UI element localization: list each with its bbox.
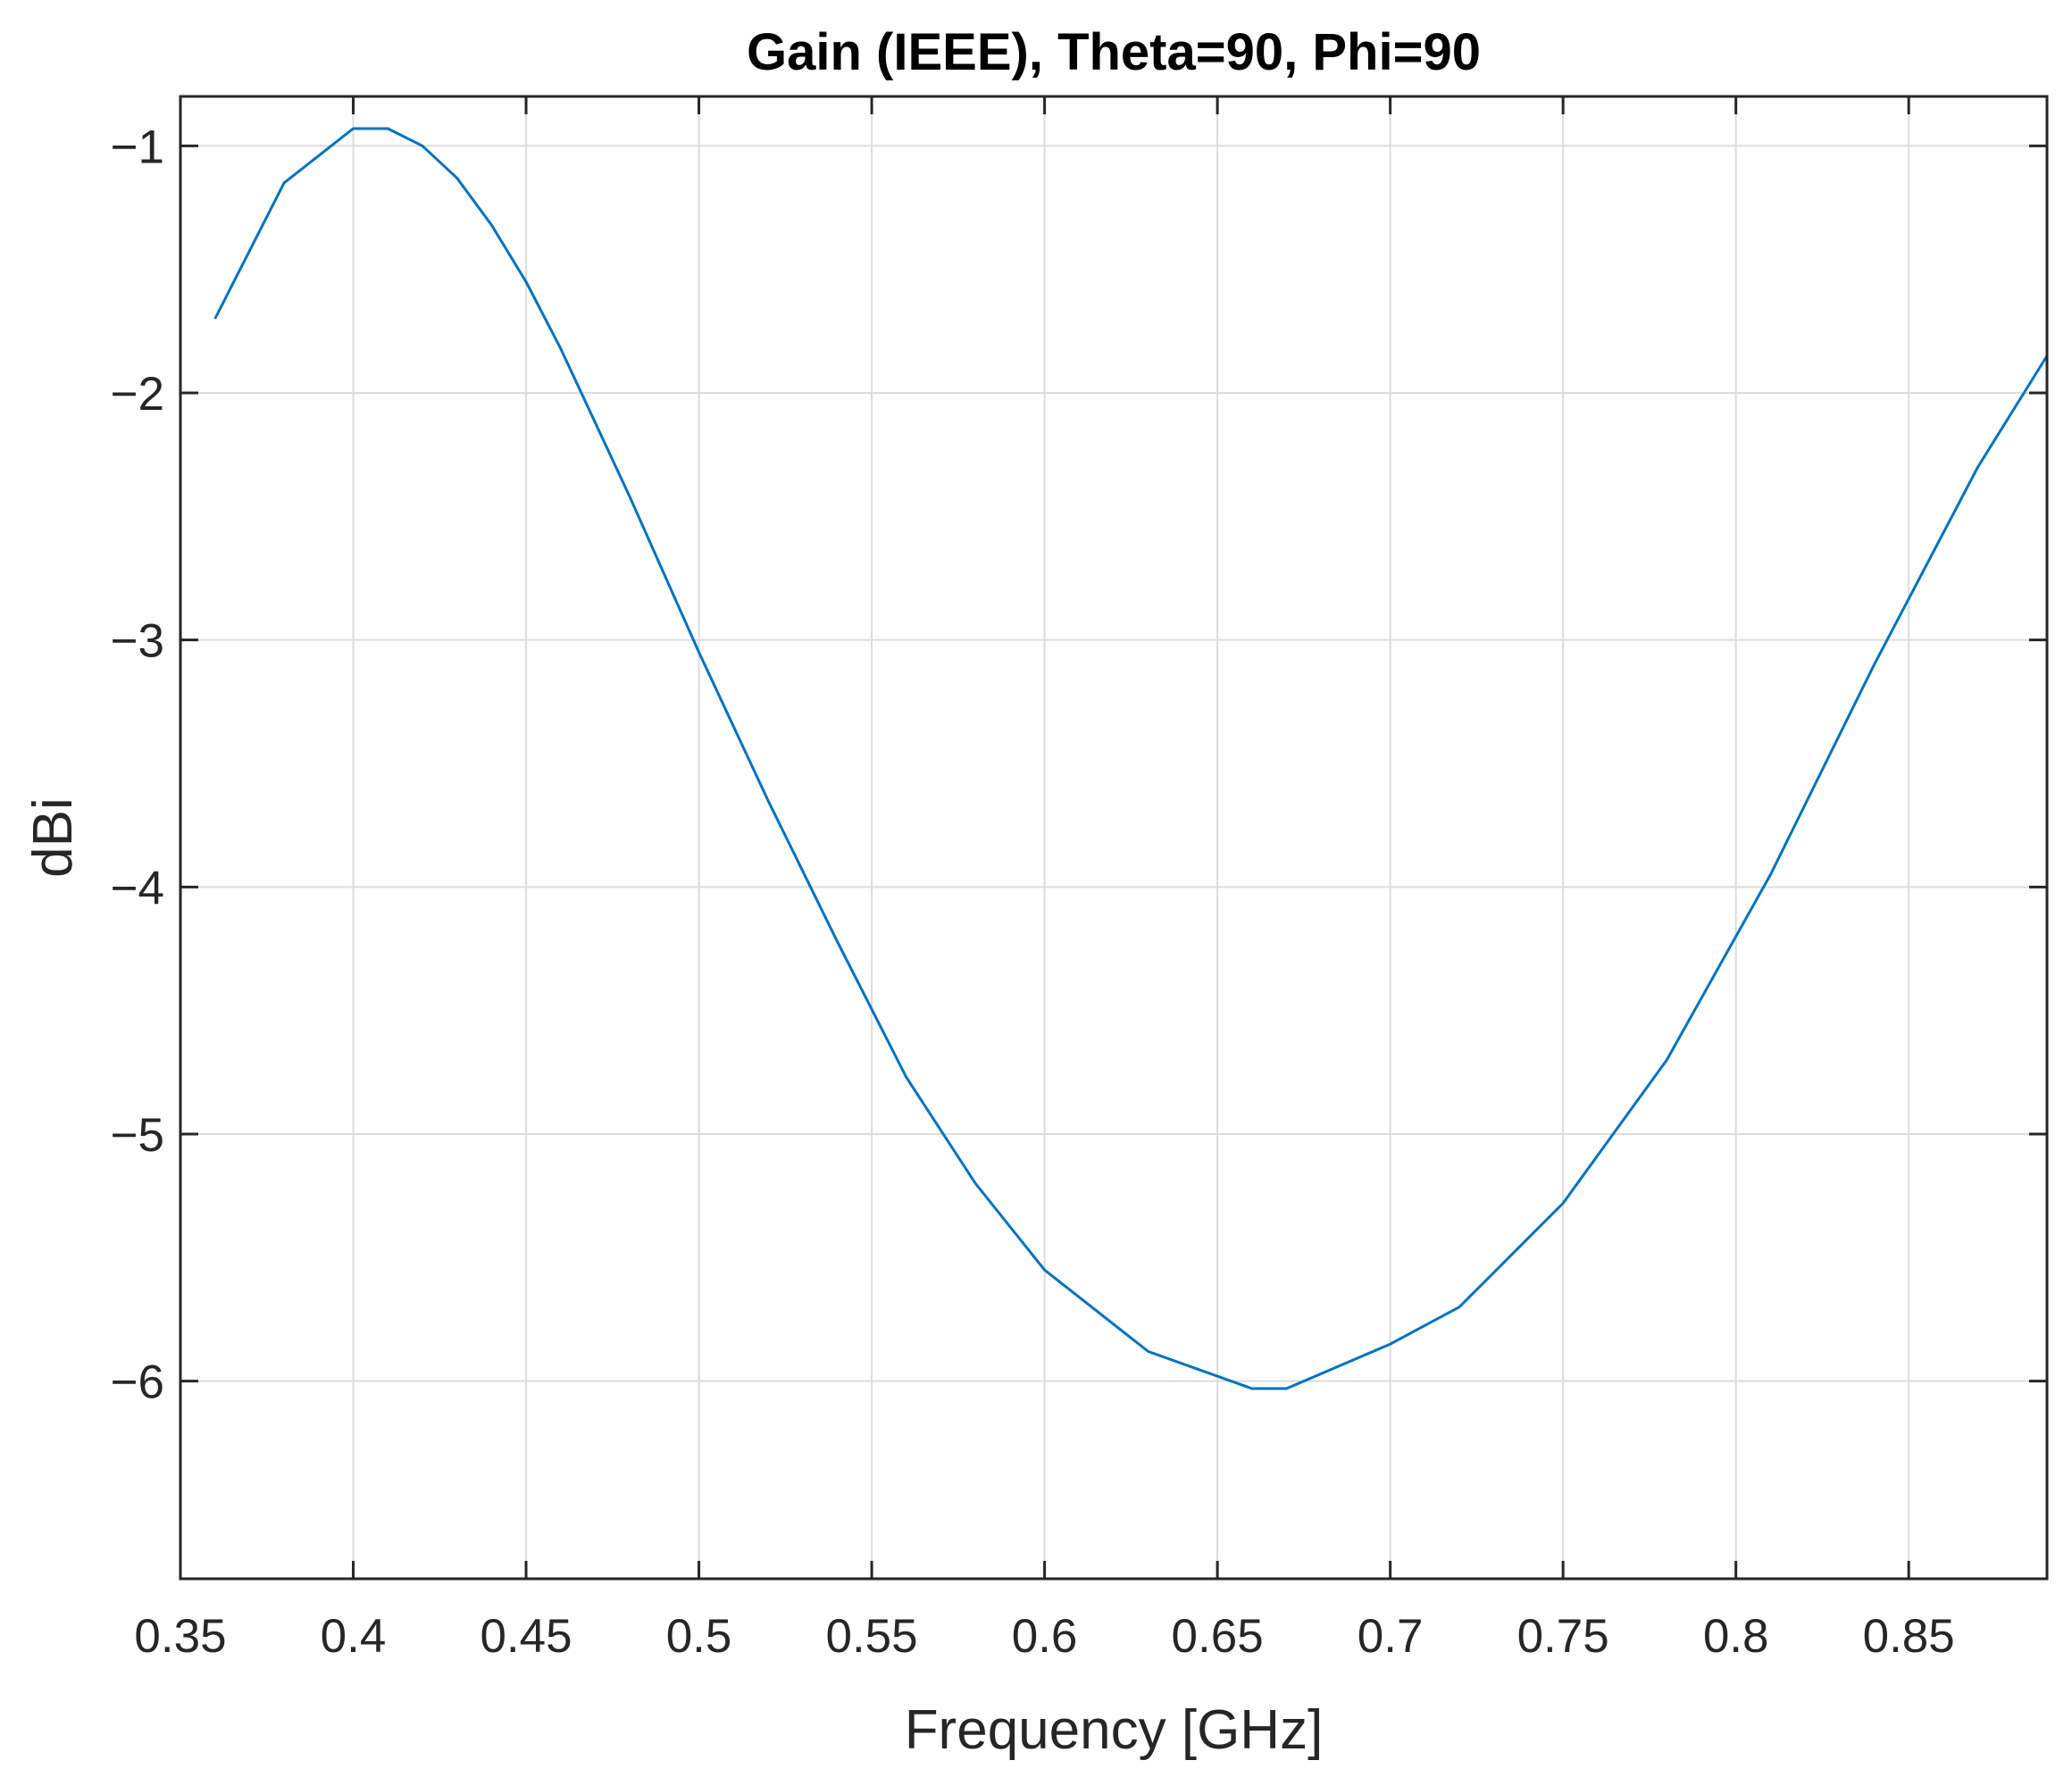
x-tick-label: 0.4: [321, 1610, 387, 1663]
y-tick-labels: −6 −5 −4 −3 −2 −1: [111, 121, 164, 1408]
y-axis-label: dBi: [22, 797, 84, 878]
plot-area: [180, 96, 2047, 1579]
axes-box: [179, 95, 2049, 1581]
y-tick-label: −3: [111, 615, 164, 668]
x-tick-label: 0.75: [1517, 1610, 1609, 1663]
x-tick-label: 0.85: [1863, 1610, 1955, 1663]
x-tick-labels: 0.35 0.4 0.45 0.5 0.55 0.6 0.65 0.7 0.75 0.8 0.85: [134, 1610, 1954, 1663]
x-tick-label: 0.65: [1172, 1610, 1264, 1663]
y-tick-label: −6: [111, 1356, 164, 1409]
y-tick-label: −5: [111, 1109, 164, 1162]
x-axis-label: Frequency [GHz]: [905, 1699, 1324, 1761]
x-tick-label: 0.8: [1703, 1610, 1769, 1663]
x-tick-label: 0.45: [480, 1610, 572, 1663]
x-tick-label: 0.35: [134, 1610, 226, 1663]
x-tick-label: 0.55: [825, 1610, 917, 1663]
x-tick-label: 0.5: [666, 1610, 732, 1663]
gain-series-line: [213, 127, 2049, 1390]
y-tick-label: −1: [111, 121, 164, 173]
x-tick-label: 0.6: [1012, 1610, 1078, 1663]
y-tick-label: −2: [111, 368, 164, 421]
y-tick-label: −4: [111, 862, 164, 914]
grid-lines: [180, 96, 2047, 1579]
tick-marks: [179, 96, 2047, 1579]
x-tick-label: 0.7: [1358, 1610, 1424, 1663]
series-layer: [213, 127, 2049, 1390]
chart-title: Gain (IEEE), Theta=90, Phi=90: [747, 23, 1481, 81]
